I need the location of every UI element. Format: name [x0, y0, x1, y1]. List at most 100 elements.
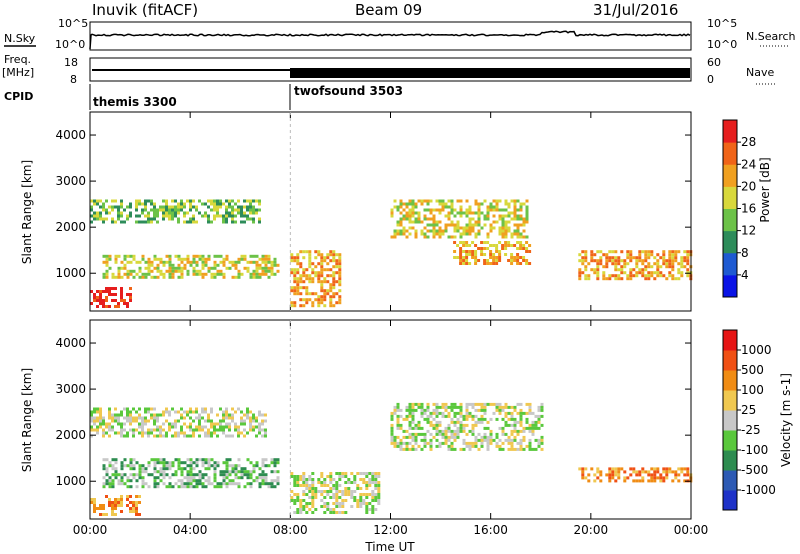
echo-cell — [192, 260, 196, 264]
echo-cell — [141, 431, 144, 435]
echo-cell — [444, 432, 448, 436]
echo-cell — [338, 277, 342, 281]
echo-cell — [326, 262, 330, 266]
echo-cell — [93, 407, 96, 411]
echo-cell — [581, 256, 585, 260]
echo-cell — [459, 241, 463, 244]
echo-cell — [290, 490, 294, 493]
y-tick-label: 2000 — [55, 428, 86, 442]
echo-cell — [644, 470, 648, 474]
echo-cell — [135, 419, 138, 423]
echo-cell — [252, 428, 255, 432]
echo-cell — [105, 290, 108, 293]
echo-cell — [459, 447, 463, 451]
echo-cell — [516, 259, 520, 262]
echo-cell — [507, 205, 511, 209]
echo-cell — [596, 277, 600, 281]
echo-cell — [138, 260, 142, 264]
echo-cell — [528, 402, 532, 406]
echo-cell — [486, 438, 490, 442]
echo-cell — [317, 301, 321, 305]
echo-cell — [225, 208, 228, 212]
echo-cell — [507, 435, 511, 439]
echo-cell — [114, 305, 117, 308]
colorbar-tick-label: 1000 — [741, 343, 772, 357]
echo-cell — [168, 257, 172, 261]
echo-cell — [513, 256, 517, 259]
echo-cell — [326, 289, 330, 293]
echo-cell — [465, 244, 469, 247]
echo-cell — [393, 229, 397, 233]
echo-cell — [141, 275, 145, 279]
power-ylabel: Slant Range [km] — [20, 160, 34, 264]
echo-cell — [156, 425, 159, 429]
echo-cell — [441, 229, 445, 233]
echo-cell — [444, 214, 448, 218]
echo-cell — [620, 250, 624, 254]
echo-cell — [417, 432, 421, 436]
echo-cell — [656, 268, 660, 272]
echo-cell — [507, 211, 511, 215]
echo-cell — [519, 423, 523, 427]
echo-cell — [417, 402, 421, 406]
echo-cell — [150, 458, 154, 462]
echo-cell — [311, 496, 315, 499]
echo-cell — [210, 272, 214, 276]
echo-cell — [614, 256, 618, 260]
echo-cell — [581, 470, 585, 474]
echo-cell — [635, 262, 639, 266]
echo-cell — [629, 259, 633, 263]
y-tick-label: 3000 — [55, 382, 86, 396]
echo-cell — [432, 402, 436, 406]
echo-cell — [480, 250, 484, 253]
echo-cell — [219, 202, 222, 206]
echo-cell — [510, 262, 514, 265]
echo-cell — [114, 473, 118, 477]
echo-cell — [195, 425, 198, 429]
echo-cell — [362, 472, 366, 475]
echo-cell — [471, 226, 475, 230]
echo-cell — [519, 444, 523, 448]
echo-cell — [267, 269, 271, 273]
echo-cell — [123, 208, 126, 212]
noise-right-tick-top: 10^5 — [707, 17, 737, 30]
echo-cell — [302, 475, 306, 478]
echo-cell — [519, 202, 523, 206]
echo-cell — [486, 208, 490, 212]
echo-cell — [471, 256, 475, 259]
echo-cell — [177, 263, 181, 267]
echo-cell — [462, 226, 466, 230]
cpid-segment-1: themis 3300 — [93, 95, 177, 109]
echo-cell — [420, 432, 424, 436]
echo-cell — [408, 211, 412, 215]
echo-cell — [504, 402, 508, 406]
echo-cell — [405, 202, 409, 206]
echo-cell — [156, 266, 160, 270]
echo-cell — [477, 259, 481, 262]
echo-cell — [368, 493, 372, 496]
echo-cell — [198, 482, 202, 486]
echo-cell — [623, 479, 627, 483]
echo-cell — [186, 220, 189, 224]
colorbar-swatch — [723, 410, 737, 431]
echo-cell — [492, 253, 496, 256]
echo-cell — [156, 428, 159, 432]
echo-cell — [270, 485, 274, 489]
echo-cell — [332, 265, 336, 269]
echo-cell — [620, 277, 624, 281]
echo-cell — [186, 476, 190, 480]
echo-cell — [453, 432, 457, 436]
echo-cell — [665, 470, 669, 474]
echo-cell — [210, 220, 213, 224]
echo-cell — [213, 425, 216, 429]
echo-cell — [210, 208, 213, 212]
echo-cell — [237, 269, 241, 273]
echo-cell — [213, 208, 216, 212]
echo-cell — [240, 208, 243, 212]
echo-cell — [159, 479, 163, 483]
echo-cell — [258, 413, 261, 417]
echo-cell — [402, 229, 406, 233]
echo-cell — [495, 444, 499, 448]
echo-cell — [302, 478, 306, 481]
echo-cell — [177, 434, 180, 438]
